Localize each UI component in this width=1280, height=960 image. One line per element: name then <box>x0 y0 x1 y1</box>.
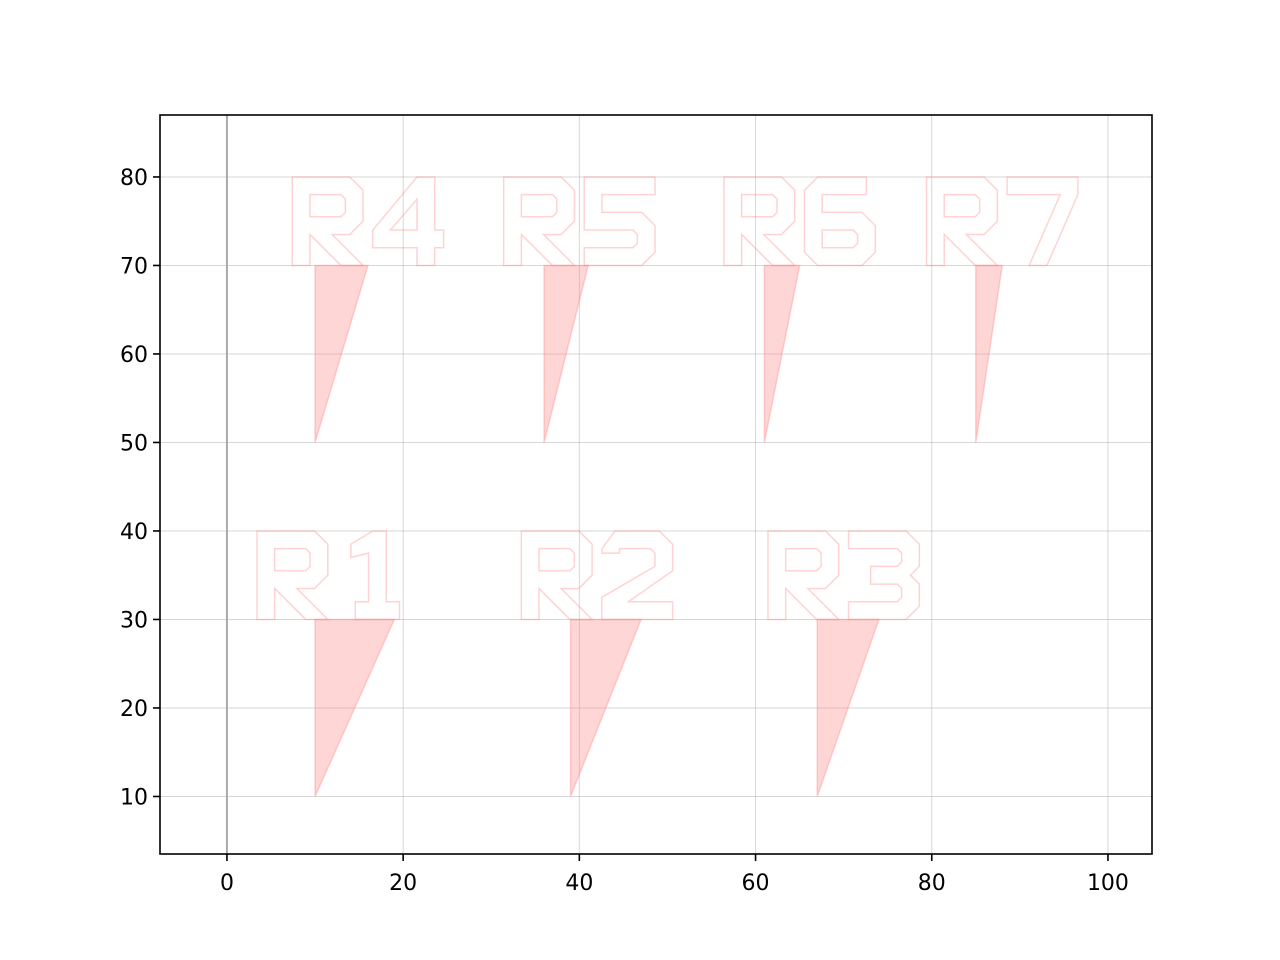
x-tick-label-0: 0 <box>220 871 234 896</box>
x-tick-label-20: 20 <box>389 871 417 896</box>
marker-pointer-r2 <box>569 618 643 797</box>
marker-pointer-r5 <box>543 264 590 443</box>
marker-label-glyph <box>767 530 841 621</box>
axes-frame <box>159 114 1153 855</box>
marker-label-r6 <box>723 176 877 267</box>
marker-label-r7 <box>925 176 1079 267</box>
marker-label-glyph <box>502 176 577 267</box>
axes-background <box>160 115 1152 854</box>
marker-label-r5 <box>502 176 656 267</box>
y-tick-label-60: 60 <box>120 343 148 368</box>
marker-label-glyph <box>925 176 1000 267</box>
marker-pointer-r1 <box>314 618 396 797</box>
x-tick-label-60: 60 <box>742 871 770 896</box>
marker-pointer-r3 <box>816 618 880 797</box>
y-tick-label-50: 50 <box>120 431 148 456</box>
marker-label-r3 <box>767 530 921 621</box>
grid <box>160 115 1152 854</box>
marker-pointer-r6 <box>763 264 801 443</box>
marker-r3 <box>767 530 921 797</box>
marker-label-glyph <box>256 530 330 621</box>
marker-pointer-r4 <box>314 264 369 443</box>
marker-label-r4 <box>291 176 445 267</box>
marker-label-glyph <box>723 176 797 267</box>
y-tick-label-10: 10 <box>120 785 148 810</box>
marker-pointer-r7 <box>975 264 1004 443</box>
y-tick-label-30: 30 <box>120 608 148 633</box>
marker-r4 <box>291 176 445 443</box>
marker-r5 <box>502 176 656 443</box>
marker-label-r1 <box>256 530 401 621</box>
y-tick-label-20: 20 <box>120 697 148 722</box>
markers <box>256 176 1079 797</box>
marker-r2 <box>520 530 674 797</box>
ticks: 0 20 40 60 80 100 10 20 30 40 50 60 70 80 <box>120 166 1129 896</box>
x-tick-label-80: 80 <box>918 871 946 896</box>
y-tick-label-70: 70 <box>120 254 148 279</box>
marker-label-glyph <box>803 176 877 267</box>
marker-r1 <box>256 530 401 797</box>
marker-label-glyph <box>583 176 656 267</box>
marker-label-glyph <box>372 176 445 267</box>
y-tick-label-80: 80 <box>120 166 148 191</box>
x-tick-label-100: 100 <box>1087 871 1129 896</box>
marker-label-glyph <box>350 530 401 621</box>
marker-label-glyph <box>601 530 674 621</box>
marker-label-glyph <box>520 530 594 621</box>
marker-r7 <box>925 176 1079 443</box>
marker-label-glyph <box>1006 176 1079 267</box>
marker-r6 <box>723 176 877 443</box>
marker-label-glyph <box>291 176 365 267</box>
marker-label-glyph <box>847 530 921 621</box>
marker-label-r2 <box>520 530 674 621</box>
x-tick-label-40: 40 <box>565 871 593 896</box>
y-tick-label-40: 40 <box>120 520 148 545</box>
